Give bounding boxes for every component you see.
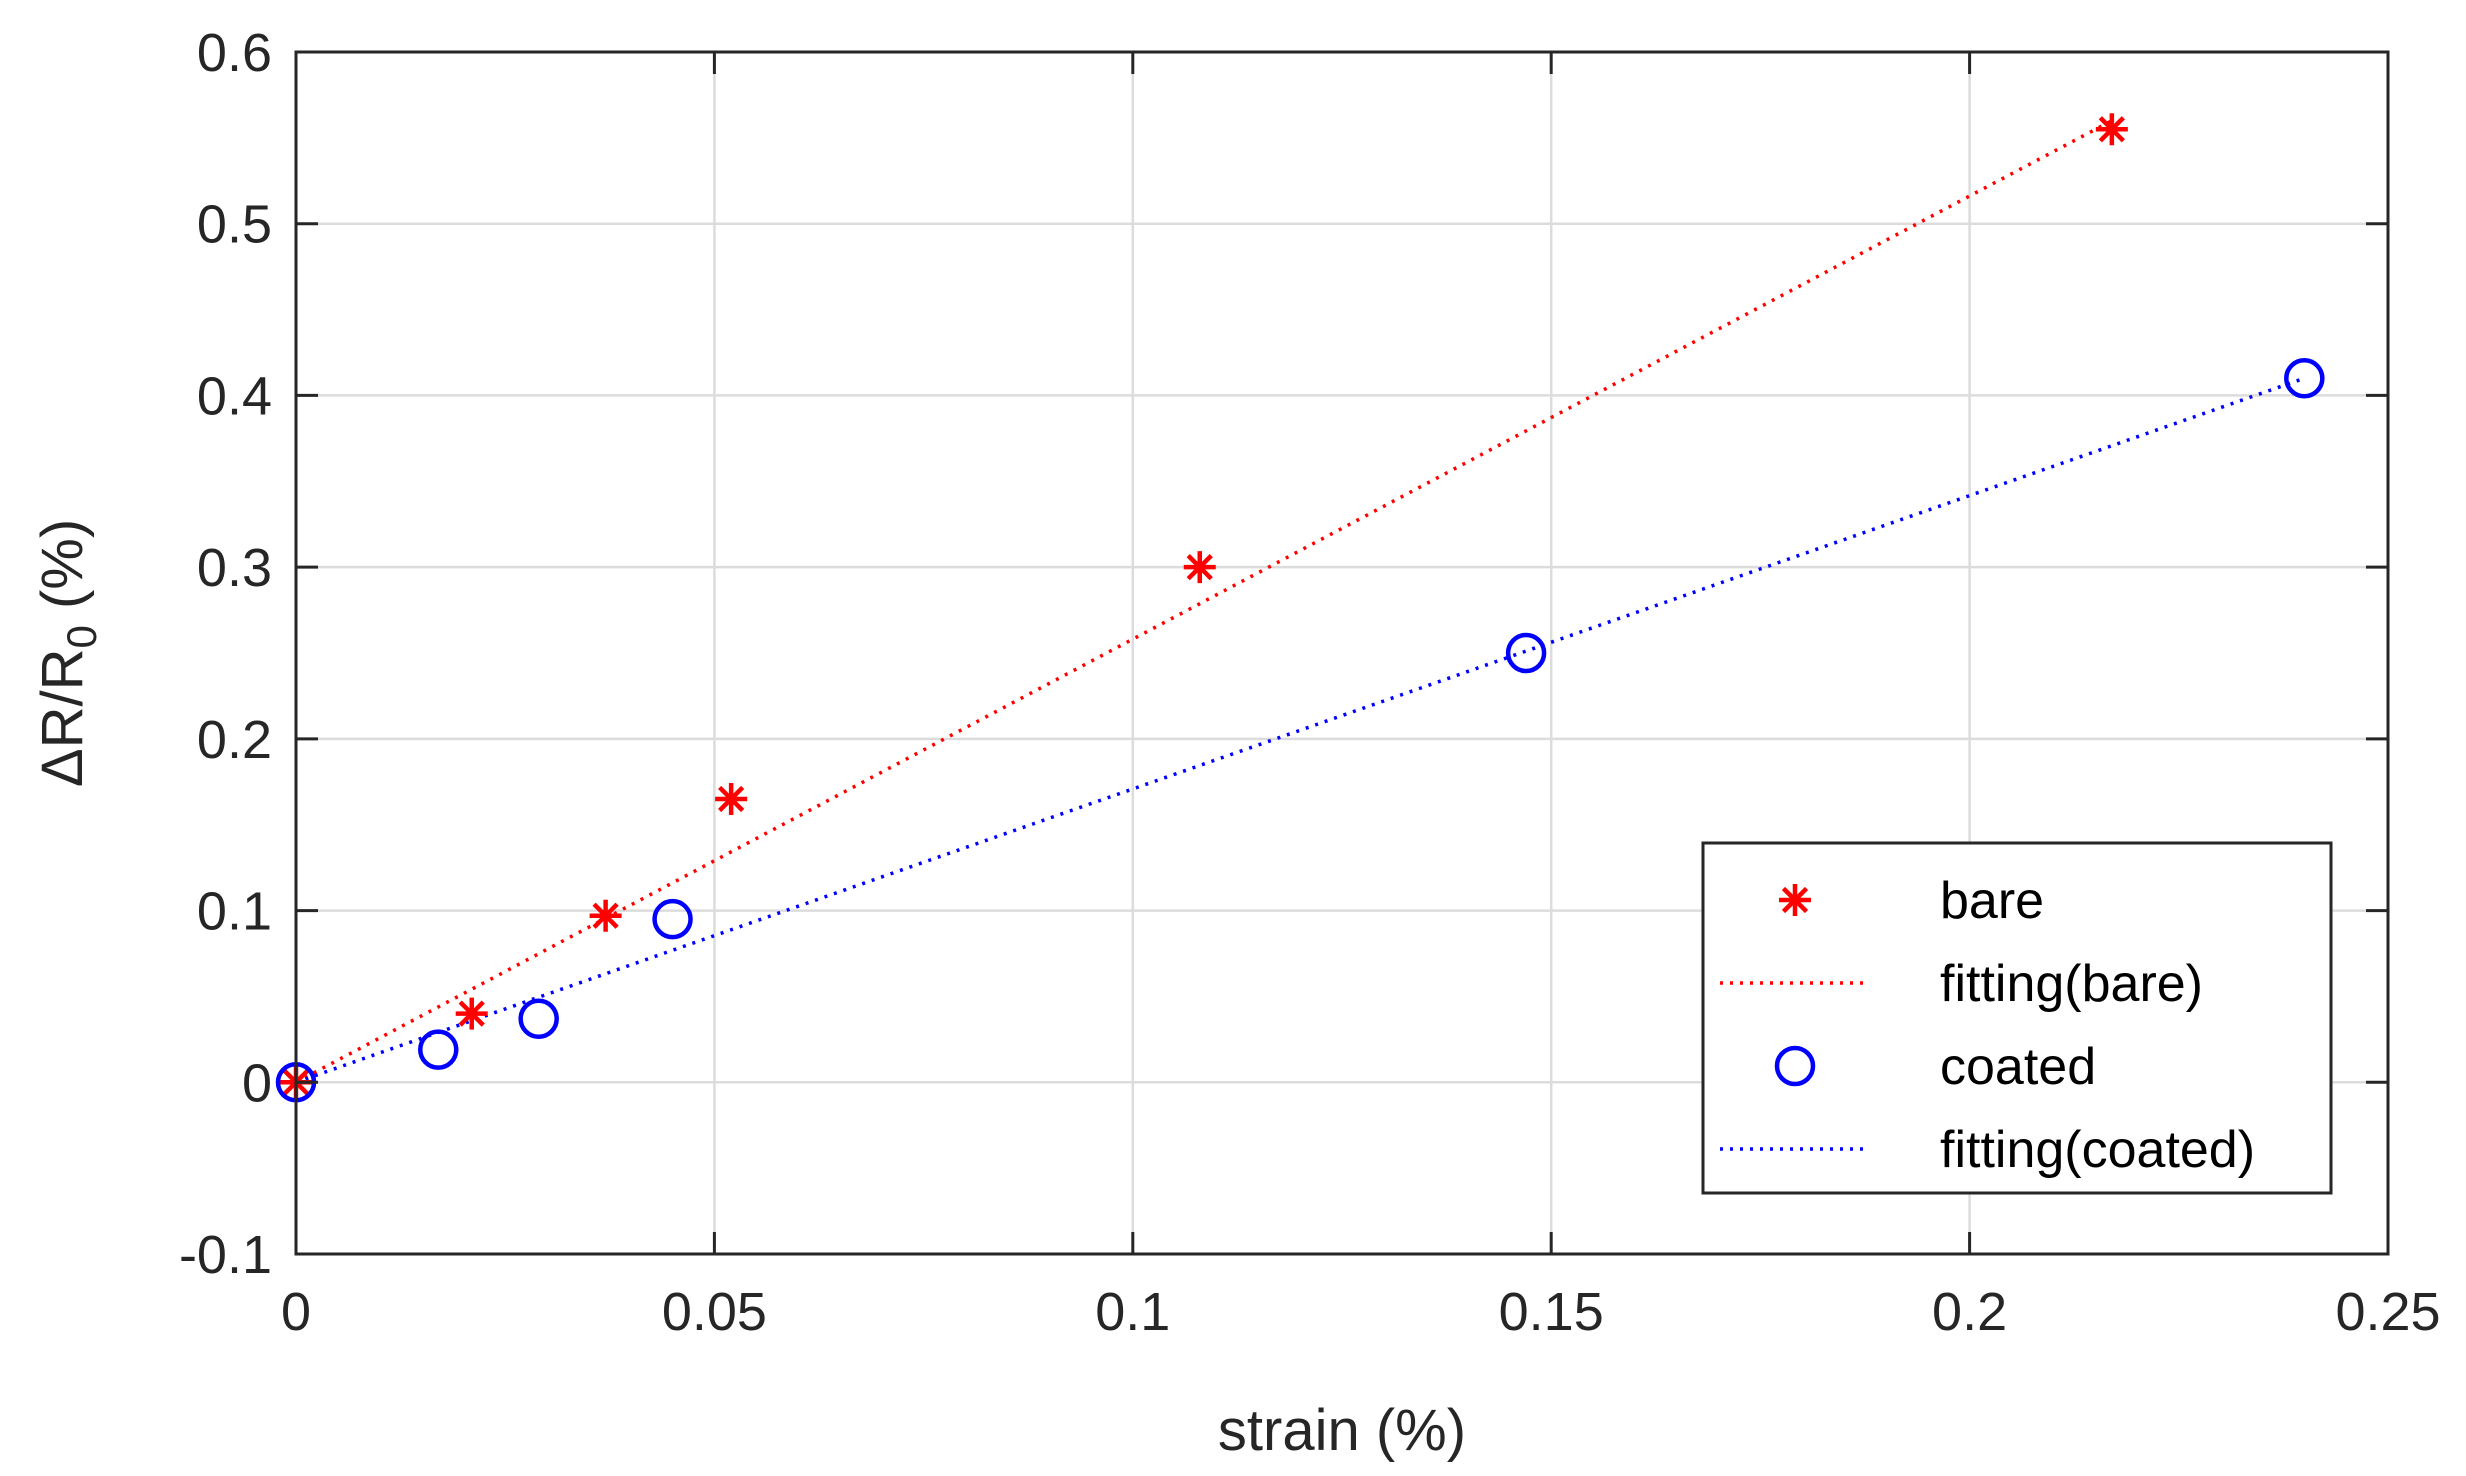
data-point-coated (2284, 358, 2325, 399)
legend: bare fitting(bare) coated fitting(coated) (1701, 841, 2333, 1195)
grid (296, 52, 2388, 1254)
data-point-coated (1505, 632, 1547, 674)
data-point-coated (418, 1029, 459, 1070)
y-tick-label: 0.4 (197, 366, 272, 426)
x-tick-label: 0 (281, 1282, 311, 1342)
x-tick-label: 0.25 (2335, 1282, 2440, 1342)
tick-labels: 0 0.05 0.1 0.15 0.2 0.25-0.100.10.20.30.40.50… (179, 23, 2441, 1342)
y-axis-label-main: ΔR/R (30, 649, 95, 788)
x-tick-label: 0.1 (1095, 1282, 1170, 1342)
y-tick-label: 0.5 (197, 195, 272, 255)
data-point-bare (2095, 113, 2128, 146)
ticks (296, 52, 2388, 1254)
y-tick-label: 0 (242, 1053, 272, 1113)
x-tick-label: 0.2 (1932, 1282, 2007, 1342)
legend-label: coated (1940, 1038, 2096, 1096)
legend-marker-bare (1779, 884, 1811, 916)
y-axis-label-subscript: 0 (58, 625, 105, 648)
y-tick-label: -0.1 (179, 1225, 272, 1285)
svg-text:ΔR/R0 (%): ΔR/R0 (%) (30, 519, 105, 787)
legend-label: bare (1940, 872, 2044, 930)
y-tick-label: 0.2 (197, 710, 272, 770)
legend-marker-coated (1774, 1045, 1816, 1087)
y-axis-label-tail: (%) (30, 519, 95, 625)
y-tick-label: 0.6 (197, 23, 272, 83)
plot-area-border (294, 50, 2390, 1256)
x-tick-label: 0.05 (662, 1282, 767, 1342)
y-tick-label: 0.1 (197, 882, 272, 942)
data-point-coated (518, 998, 559, 1040)
data-point-bare (1183, 551, 1216, 584)
x-axis-label: strain (%) (1218, 1398, 1466, 1463)
x-tick-label: 0.15 (1499, 1282, 1604, 1342)
legend-label: fitting(coated) (1940, 1121, 2255, 1179)
data-point-coated (652, 898, 693, 940)
y-axis-label: ΔR/R0 (%) (30, 519, 105, 787)
data-point-bare (455, 997, 488, 1030)
data-point-bare (589, 899, 622, 932)
legend-label: fitting(bare) (1940, 955, 2203, 1013)
data-point-bare (715, 782, 748, 815)
y-tick-label: 0.3 (197, 538, 272, 598)
